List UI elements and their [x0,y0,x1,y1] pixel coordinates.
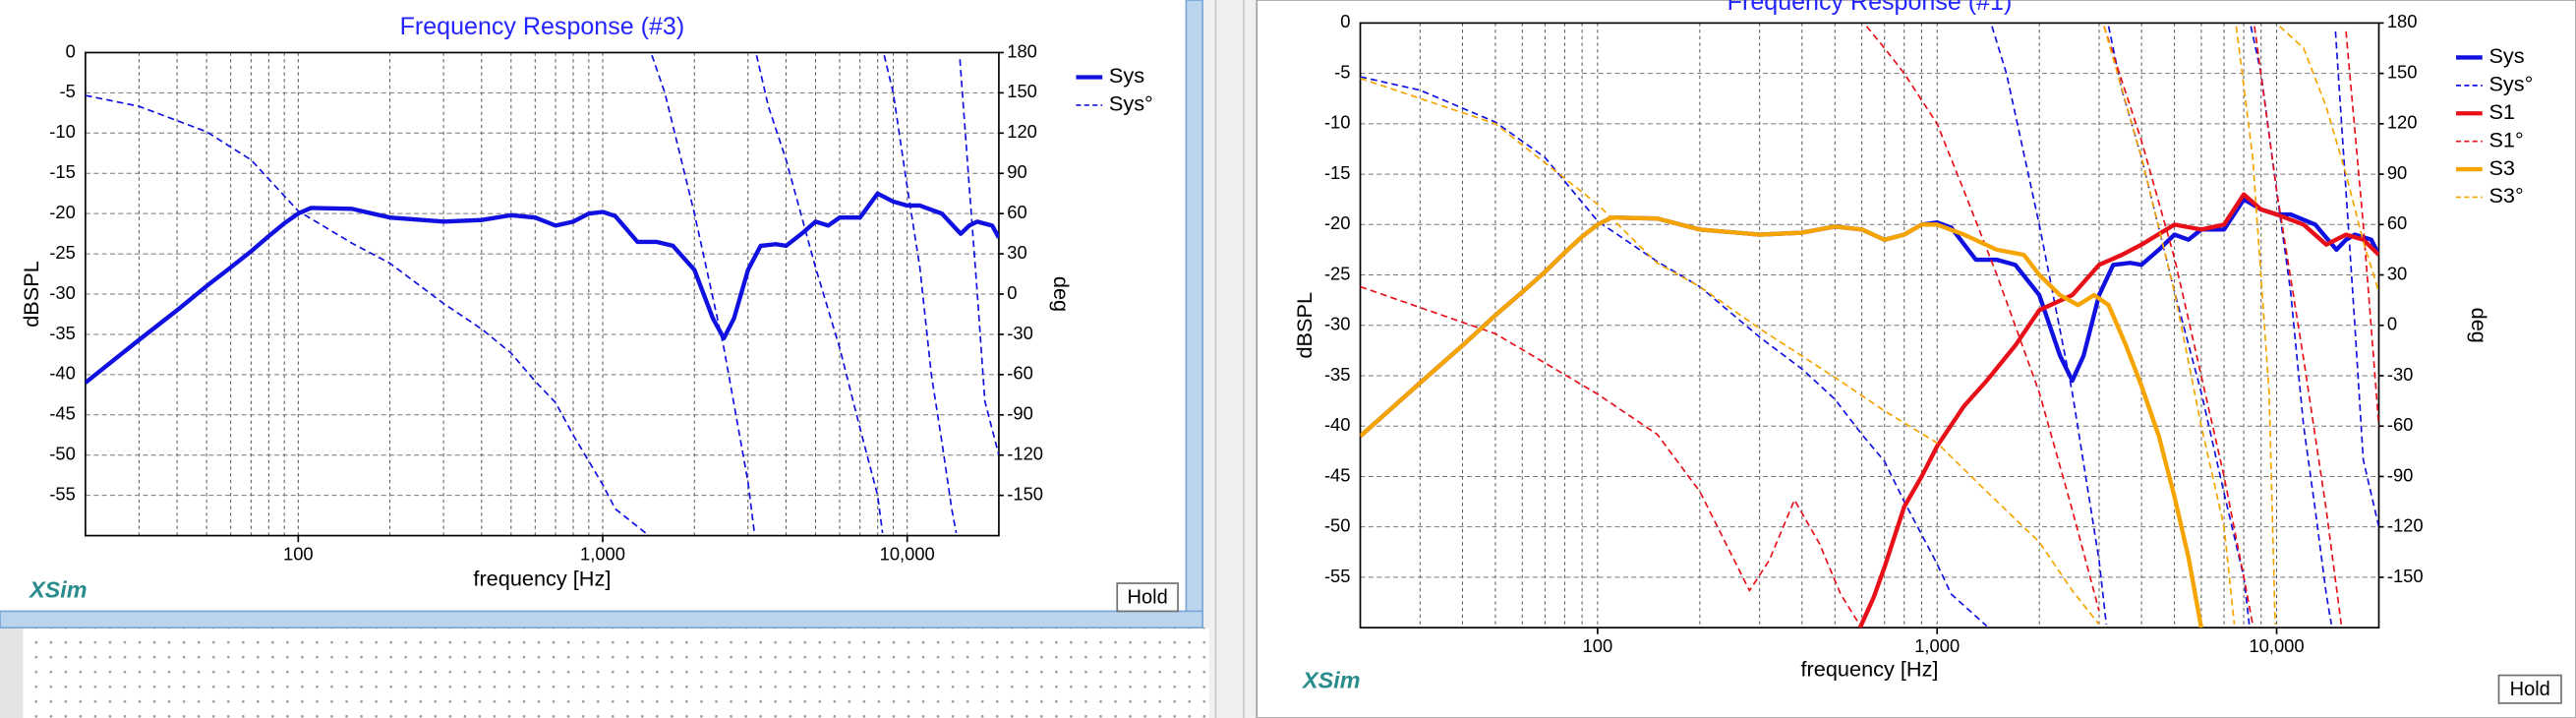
chart-title: Frequency Response (#1) [1727,0,2013,16]
y-tick-label: -50 [49,444,76,464]
plot-border [85,51,1000,537]
window-left [0,0,1187,612]
hold-button[interactable] [1116,582,1179,613]
x-axis-label: frequency [Hz] [473,566,611,590]
y-tick-label: -55 [49,484,76,505]
y2-tick-label: -90 [2387,464,2414,485]
y2-tick-label: -150 [1007,484,1043,505]
y2-tick-label: -90 [1007,403,1033,424]
y2-tick-label: 0 [1007,282,1017,303]
y-tick-label: -35 [1324,364,1351,385]
y-tick-label: -5 [1334,61,1350,82]
y2-tick-label: 120 [1007,121,1037,142]
series-line [1360,26,2379,626]
y2-tick-label: 180 [2387,11,2418,31]
legend-label: S3 [2488,155,2515,180]
y2-tick-label: 180 [1007,40,1037,61]
y2-axis-label: deg [2467,308,2491,343]
x-tick-label: 100 [283,543,314,564]
plot-border [1359,22,2380,628]
legend-label: S1° [2488,127,2523,151]
y2-tick-label: -30 [1007,323,1033,343]
y-tick-label: -45 [1324,464,1351,485]
hold-label[interactable]: Hold [2510,679,2550,700]
legend-label: Sys [1109,63,1144,88]
y-tick-label: -40 [1324,414,1351,435]
y-tick-label: -25 [1324,263,1351,283]
y2-tick-label: -60 [1007,363,1033,384]
y2-tick-label: -120 [2387,515,2424,536]
y-tick-label: -35 [49,323,76,343]
y2-tick-label: 120 [2387,112,2418,133]
y-tick-label: -40 [49,363,76,384]
window-frame [1185,0,1203,628]
hold-label[interactable]: Hold [1128,586,1168,608]
hold-button[interactable] [2497,674,2562,704]
y2-tick-label: 60 [1007,202,1026,222]
x-tick-label: 10,000 [880,543,935,564]
x-tick-label: 1,000 [580,543,625,564]
y-axis-label: dBSPL [1292,292,1317,359]
brand: XSim [1301,667,1360,692]
y-tick-label: -45 [49,403,76,424]
y-tick-label: -10 [49,121,76,142]
x-axis-label: frequency [Hz] [1801,656,1939,681]
y2-tick-label: 150 [1007,81,1037,101]
y-tick-label: -10 [1324,112,1351,133]
y-tick-label: -55 [1324,566,1351,586]
y-tick-label: -20 [1324,212,1351,233]
series-line [1360,214,2204,628]
y-tick-label: -30 [49,282,76,303]
y2-tick-label: 60 [2387,212,2407,233]
x-tick-label: 100 [1583,635,1613,656]
y2-tick-label: -60 [2387,414,2414,435]
y-tick-label: 0 [66,40,76,61]
legend-label: Sys° [2488,72,2533,96]
series-line [1360,26,2379,628]
y2-tick-label: 90 [1007,161,1026,182]
y2-axis-label: deg [1049,276,1074,312]
y2-tick-label: -120 [1007,444,1043,464]
plot-lines [85,54,999,535]
y-tick-label: -15 [1324,162,1351,183]
y-tick-label: -15 [49,161,76,182]
plot-lines [1360,26,2379,628]
canvas-area [0,628,1209,718]
y-tick-label: -30 [1324,314,1351,334]
y2-tick-label: 90 [2387,162,2407,183]
y-axis-label: dBSPL [19,261,43,328]
y2-tick-label: 30 [2387,263,2407,283]
window-frame [0,610,1203,628]
y-tick-label: 0 [1340,11,1350,31]
series-line [85,191,999,385]
chart-title: Frequency Response (#3) [400,13,685,40]
brand: XSim [28,577,87,603]
y2-tick-label: -150 [2387,566,2424,586]
series-line [1857,192,2379,628]
series-line [85,54,999,535]
window-right [1256,0,2576,718]
y2-tick-label: 0 [2387,314,2397,334]
y-tick-label: -50 [1324,515,1351,536]
legend-label: Sys [2488,43,2524,68]
x-tick-label: 10,000 [2249,635,2304,656]
y-tick-label: -20 [49,202,76,222]
x-tick-label: 1,000 [1914,635,1960,656]
y2-tick-label: 30 [1007,242,1026,263]
canvas-margin [0,628,24,718]
y-tick-label: -25 [49,242,76,263]
series-line [1360,26,2379,626]
legend-label: S1 [2488,99,2515,124]
y2-tick-label: 150 [2387,61,2418,82]
legend-label: Sys° [1109,91,1153,116]
legend-label: S3° [2488,183,2523,208]
y-tick-label: -5 [60,81,76,101]
y2-tick-label: -30 [2387,364,2414,385]
